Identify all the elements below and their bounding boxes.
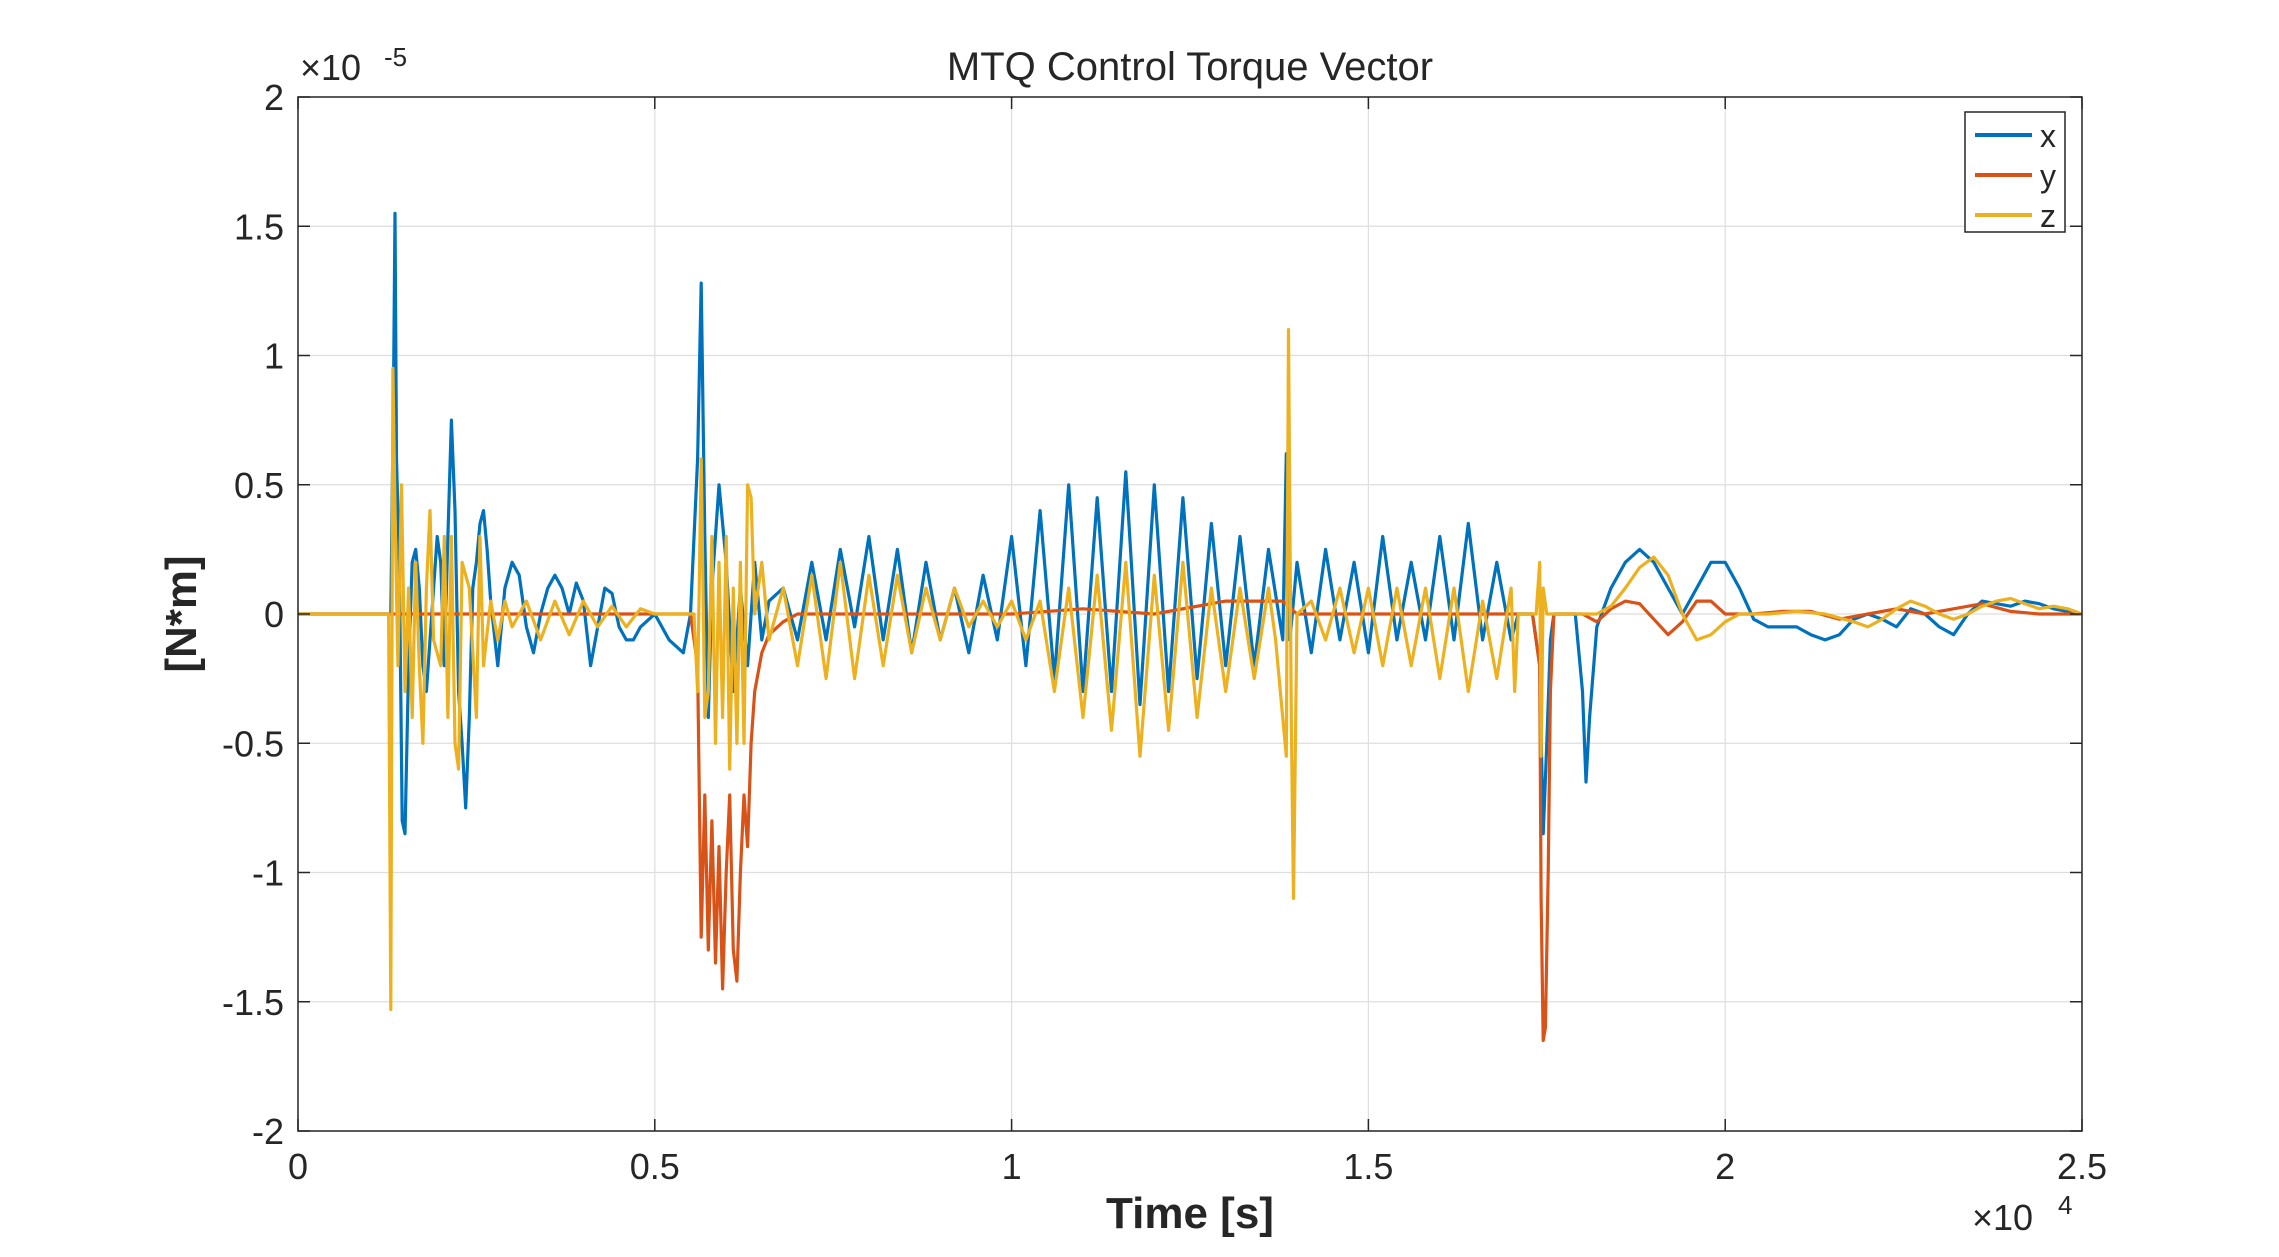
y-exponent-power: -5 — [384, 42, 407, 72]
legend-box — [1964, 111, 2066, 233]
x-tick-label: 0.5 — [630, 1146, 680, 1187]
y-tick-label: -1.5 — [222, 982, 284, 1023]
x-exponent: ×10 4 — [1972, 1190, 2072, 1238]
y-tick-label: 0 — [264, 594, 284, 635]
x-tick-label: 2.5 — [2057, 1146, 2107, 1187]
legend-label-x: x — [2040, 118, 2056, 154]
y-tick-label: 2 — [264, 77, 284, 118]
legend-entries: xyz — [1975, 118, 2056, 234]
y-tick-label: -2 — [252, 1111, 284, 1152]
y-exponent: ×10 -5 — [300, 42, 407, 88]
series-line-z — [298, 328, 2083, 1012]
x-tick-label: 1.5 — [1343, 1146, 1393, 1187]
x-exponent-power: 4 — [2058, 1190, 2072, 1220]
x-axis-label: Time [s] — [1106, 1189, 1274, 1238]
y-tick-label: -1 — [252, 853, 284, 894]
series-layer — [298, 211, 2083, 1043]
y-axis-label: [N*m] — [157, 555, 206, 672]
y-exponent-base: ×10 — [300, 47, 361, 88]
y-tick-label: 1.5 — [234, 206, 284, 247]
x-exponent-base: ×10 — [1972, 1197, 2033, 1238]
x-tick-label: 1 — [1002, 1146, 1022, 1187]
x-tick-label: 2 — [1715, 1146, 1735, 1187]
y-tick-label: 0.5 — [234, 465, 284, 506]
x-tick-label: 0 — [288, 1146, 308, 1187]
legend-label-z: z — [2040, 198, 2056, 234]
legend: xyz — [1964, 111, 2066, 234]
chart-title: MTQ Control Torque Vector — [947, 45, 1433, 89]
axis-ticks: 0 0.5 1 1.5 2 2.5 -2 -1.5 -1 -0.5 0 0.5 1 1.5 2 — [222, 77, 2107, 1187]
y-tick-label: 1 — [264, 336, 284, 377]
y-tick-label: -0.5 — [222, 723, 284, 764]
legend-label-y: y — [2040, 158, 2056, 194]
